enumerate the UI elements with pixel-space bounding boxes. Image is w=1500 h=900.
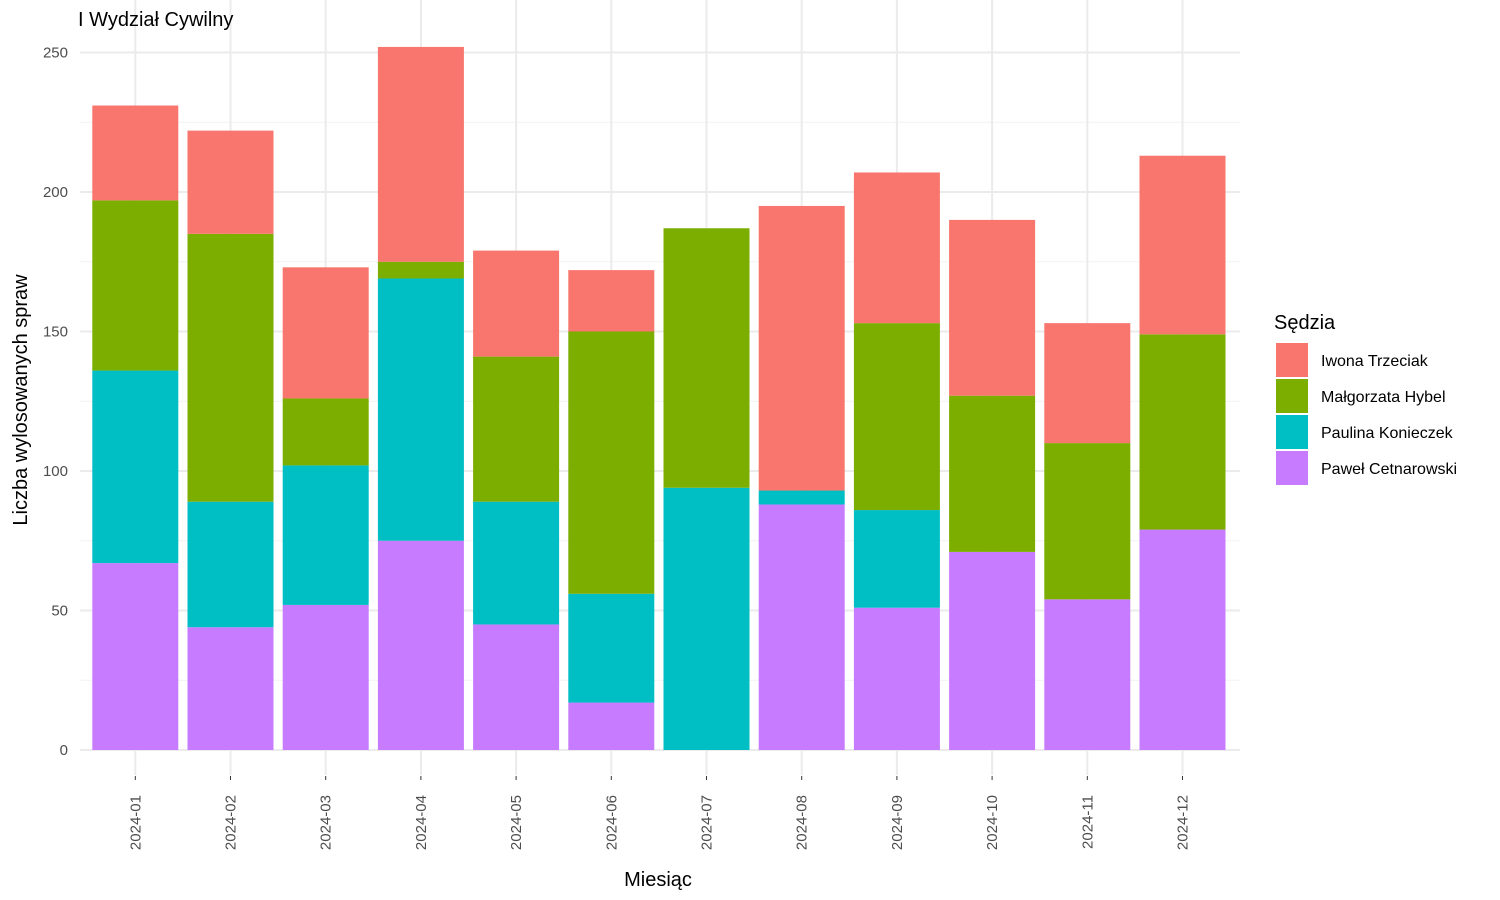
bar-segment xyxy=(1044,599,1131,750)
x-axis-ticks: 2024-01 2024-02 2024-03 2024-04 2024-05 2024-… xyxy=(127,776,1192,850)
bar-segment xyxy=(377,278,464,541)
legend-label: Iwona Trzeciak xyxy=(1321,353,1429,370)
bar-segment xyxy=(1044,323,1131,444)
bar-segment xyxy=(663,228,750,488)
legend-swatch xyxy=(1276,415,1308,449)
bar-segment xyxy=(187,501,274,628)
legend-label: Paulina Konieczek xyxy=(1321,425,1454,442)
bar-segment xyxy=(187,627,274,750)
bar-segment xyxy=(663,487,750,750)
bar-segment xyxy=(568,702,655,750)
bar-segment xyxy=(1044,443,1131,600)
bar-segment xyxy=(473,356,560,502)
y-axis-ticks: 0 50 100 150 200 250 xyxy=(43,45,68,760)
legend-swatch xyxy=(1276,451,1308,485)
x-tick-label: 2024-01 xyxy=(127,795,144,850)
x-tick-label: 2024-09 xyxy=(889,795,906,850)
legend-swatch xyxy=(1276,379,1308,413)
bar-segment xyxy=(1139,155,1226,335)
x-tick-label: 2024-04 xyxy=(413,795,430,850)
y-tick-label: 100 xyxy=(43,463,68,480)
x-tick-label: 2024-07 xyxy=(699,795,716,850)
bar-segment xyxy=(853,607,940,750)
x-tick-label: 2024-12 xyxy=(1175,795,1192,850)
chart-title: I Wydział Cywilny xyxy=(78,9,233,31)
bar-segment xyxy=(282,267,369,399)
y-tick-label: 250 xyxy=(43,45,68,62)
bar-segment xyxy=(92,105,179,201)
bar-segment xyxy=(282,604,369,750)
bar-segment xyxy=(568,331,655,594)
legend-label: Małgorzata Hybel xyxy=(1321,389,1446,406)
y-tick-label: 150 xyxy=(43,324,68,341)
bar-segment xyxy=(377,261,464,279)
x-axis-title: Miesiąc xyxy=(624,869,692,891)
bar-segment xyxy=(949,551,1036,750)
bar-segment xyxy=(853,323,940,511)
bar-segment xyxy=(758,504,845,750)
bar-segment xyxy=(853,510,940,608)
bar-segment xyxy=(853,172,940,324)
x-tick-label: 2024-08 xyxy=(794,795,811,850)
x-tick-label: 2024-11 xyxy=(1079,795,1096,849)
legend-label: Paweł Cetnarowski xyxy=(1321,461,1457,478)
x-tick-label: 2024-03 xyxy=(318,795,335,850)
bar-segment xyxy=(377,540,464,750)
bar-segment xyxy=(282,465,369,605)
bar-segment xyxy=(282,398,369,466)
bar-segment xyxy=(473,250,560,357)
x-tick-label: 2024-02 xyxy=(223,795,240,850)
bar-segment xyxy=(1139,529,1226,750)
bar-segment xyxy=(187,233,274,502)
bar-segment xyxy=(92,563,179,750)
legend-title: Sędzia xyxy=(1274,312,1336,334)
y-tick-label: 200 xyxy=(43,184,68,201)
legend: Sędzia Iwona Trzeciak Małgorzata Hybel Pau… xyxy=(1274,312,1457,485)
x-tick-label: 2024-05 xyxy=(508,795,525,850)
bar-segment xyxy=(473,501,560,625)
bar-segment xyxy=(92,200,179,371)
bar-segment xyxy=(473,624,560,750)
bar-segment xyxy=(187,130,274,234)
bar-segment xyxy=(758,205,845,491)
y-axis-title: Liczba wylosowanych spraw xyxy=(10,274,32,526)
bar-segment xyxy=(1139,334,1226,530)
bar-segment xyxy=(377,46,464,262)
x-tick-label: 2024-06 xyxy=(603,795,620,850)
bar-segment xyxy=(949,395,1036,552)
bar-segment xyxy=(758,490,845,505)
legend-swatch xyxy=(1276,343,1308,377)
bar-segment xyxy=(92,370,179,564)
y-tick-label: 50 xyxy=(51,603,68,620)
y-tick-label: 0 xyxy=(60,742,68,759)
bars xyxy=(92,46,1226,750)
bar-segment xyxy=(949,219,1036,396)
bar-segment xyxy=(568,593,655,703)
x-tick-label: 2024-10 xyxy=(984,795,1001,850)
bar-segment xyxy=(568,270,655,332)
